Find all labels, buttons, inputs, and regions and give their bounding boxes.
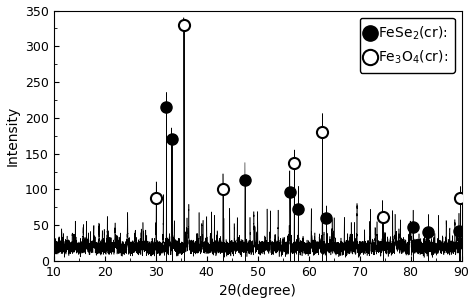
Legend: FeSe$_2$(cr):, Fe$_3$O$_4$(cr):: FeSe$_2$(cr):, Fe$_3$O$_4$(cr): [360, 18, 455, 73]
Y-axis label: Intensity: Intensity [6, 106, 19, 166]
X-axis label: 2θ(degree): 2θ(degree) [219, 285, 296, 299]
